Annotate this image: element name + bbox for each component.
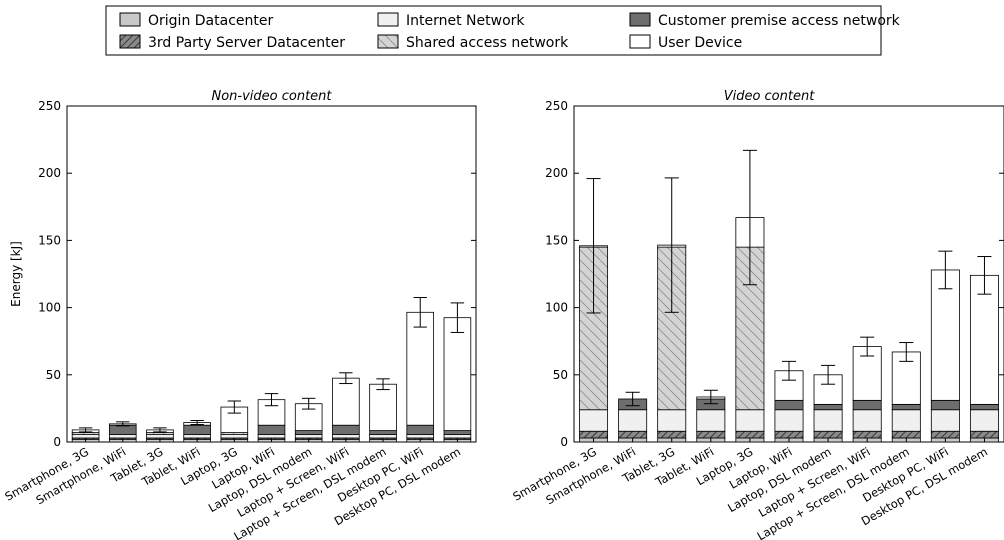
video-bar-laptop-dsl-modem-cpan [813,403,843,411]
video-bar-tablet-wifi-internet [696,409,726,432]
video-bar-desktop-pc-dsl-modem-device [969,274,999,405]
video-ytick-label: 150 [545,233,568,247]
video-bar-desktop-pc-wifi-cpan [930,399,960,411]
non-video-bar-smartphone-wifi-internet [108,434,137,439]
video-bar-smartphone-3g-thirdparty [579,430,609,439]
video-bar-smartphone-wifi-internet [618,409,648,432]
video-bar-desktop-pc-dsl-modem-thirdparty [969,430,999,439]
non-video-y-axis-label: Energy [kJ] [9,241,23,307]
legend-label-thirdparty: 3rd Party Server Datacenter [148,35,345,51]
legend-swatch-shared [377,34,399,49]
video-bar-laptop-wifi-thirdparty [774,430,804,439]
video-bar-laptop-3g-thirdparty [735,430,765,439]
legend-label-internet: Internet Network [406,13,525,29]
non-video-bar-laptop-3g-internet [220,434,249,439]
video-bar-desktop-pc-wifi-device [930,269,960,401]
video-bar-tablet-3g-internet [657,409,687,432]
legend-swatch-internet [377,12,399,27]
video-ytick-label: 200 [545,166,568,180]
legend-swatch-origin [119,12,141,27]
video-bar-laptop-dsl-modem-thirdparty [813,430,843,439]
video-ytick-label: 0 [560,435,568,449]
non-video-bar-smartphone-3g-internet [71,434,100,439]
non-video-bar-laptop-screen-wifi-internet [332,434,360,439]
non-video-chart-title: Non-video content [211,89,332,104]
non-video-bar-laptop-wifi-internet [257,434,286,439]
non-video-bar-laptop-screen-dsl-modem-cpan [369,430,397,436]
video-bar-laptop-screen-wifi-thirdparty [852,430,882,439]
non-video-bar-tablet-3g-internet [146,434,174,439]
legend-label-device: User Device [658,35,742,51]
video-bar-desktop-pc-dsl-modem-internet [969,409,999,432]
video-bar-laptop-dsl-modem-internet [813,409,843,432]
video-bar-desktop-pc-wifi-internet [930,409,960,432]
non-video-bar-desktop-pc-dsl-modem-device [443,317,472,431]
non-video-ytick-label: 100 [38,301,61,315]
non-video-bar-laptop-wifi-cpan [257,424,286,436]
legend-swatch-device [629,34,651,49]
video-bar-laptop-3g-internet [735,409,765,432]
non-video-ytick-label: 200 [38,166,61,180]
video-ytick-label: 250 [545,99,568,113]
video-ytick-label: 100 [545,301,568,315]
video-bar-laptop-screen-dsl-modem-thirdparty [891,430,921,439]
non-video-bar-laptop-screen-dsl-modem-device [369,383,397,431]
non-video-bar-desktop-pc-dsl-modem-cpan [443,430,472,436]
non-video-bar-laptop-screen-wifi-device [332,377,360,426]
video-bar-laptop-wifi-internet [774,409,804,432]
video-bar-smartphone-wifi-thirdparty [618,430,648,439]
non-video-bar-desktop-pc-wifi-internet [406,434,435,439]
video-bar-laptop-screen-dsl-modem-cpan [891,403,921,411]
non-video-bar-desktop-pc-wifi-device [406,311,435,426]
non-video-ytick-label: 50 [46,368,61,382]
legend-label-shared: Shared access network [406,35,569,51]
non-video-bar-desktop-pc-dsl-modem-internet [443,434,472,439]
legend-label-cpan: Customer premise access network [658,13,901,29]
non-video-ytick-label: 250 [38,99,61,113]
legend-label-origin: Origin Datacenter [148,13,273,29]
non-video-bar-tablet-wifi-internet [183,434,211,439]
video-bar-laptop-screen-wifi-cpan [852,399,882,411]
non-video-ytick-label: 150 [38,233,61,247]
legend-frame [105,5,882,56]
legend-swatch-cpan [629,12,651,27]
video-bar-smartphone-3g-shared [579,246,609,411]
video-bar-tablet-3g-thirdparty [657,430,687,439]
video-chart-title: Video content [724,89,816,104]
legend-swatch-thirdparty [119,34,141,49]
video-bar-smartphone-3g-internet [579,409,609,432]
non-video-bar-laptop-screen-dsl-modem-internet [369,434,397,439]
video-bar-laptop-wifi-cpan [774,399,804,411]
video-bar-desktop-pc-wifi-thirdparty [930,430,960,439]
non-video-bar-laptop-screen-wifi-cpan [332,424,360,436]
legend: Origin Datacenter 3rd Party Server Datace… [105,5,901,56]
non-video-ytick-label: 0 [53,435,61,449]
video-bar-tablet-wifi-thirdparty [696,430,726,439]
video-ytick-label: 50 [553,368,568,382]
non-video-bar-laptop-dsl-modem-internet [294,434,323,439]
video-bar-laptop-screen-wifi-internet [852,409,882,432]
non-video-bar-tablet-wifi-cpan [183,424,211,436]
video-bar-laptop-screen-dsl-modem-internet [891,409,921,432]
non-video-bar-laptop-dsl-modem-cpan [294,430,323,436]
non-video-bar-desktop-pc-wifi-cpan [406,424,435,436]
video-bar-desktop-pc-dsl-modem-cpan [969,403,999,411]
chart-non-video: 0 50 100 150 200 250 Non-video content Energy [… [2,89,477,540]
non-video-bar-smartphone-wifi-cpan [108,424,137,436]
